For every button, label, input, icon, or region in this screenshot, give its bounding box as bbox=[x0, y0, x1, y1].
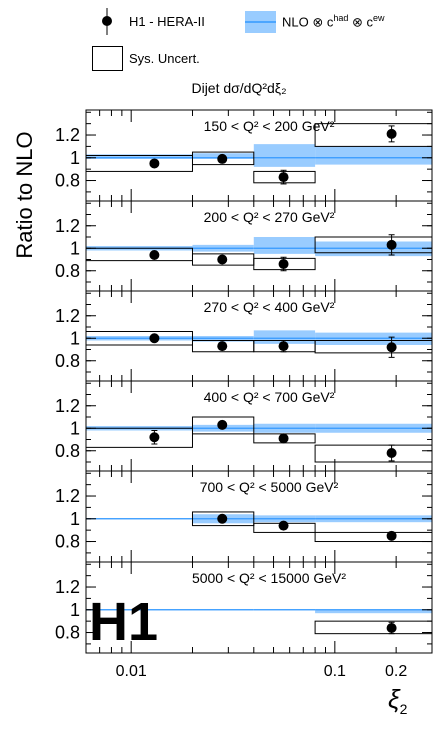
y-tick-label: 0.8 bbox=[55, 441, 80, 461]
y-tick-label: 0.8 bbox=[55, 351, 80, 371]
legend-nlo-sup-had: had bbox=[333, 13, 349, 23]
data-point bbox=[386, 342, 397, 353]
y-tick-label: 1 bbox=[70, 238, 80, 258]
legend-nlo-label: NLO ⊗ chad ⊗ cew bbox=[282, 13, 385, 30]
legend: H1 - HERA-II NLO ⊗ chad ⊗ cew Sys. Uncer… bbox=[0, 0, 438, 78]
data-point bbox=[386, 530, 397, 541]
data-point bbox=[278, 172, 289, 183]
data-point bbox=[278, 259, 289, 269]
y-tick-label: 0.8 bbox=[55, 532, 80, 552]
panel-frame bbox=[85, 561, 433, 654]
x-tick-label: 0.2 bbox=[385, 663, 407, 680]
data-point bbox=[149, 432, 160, 443]
y-tick-label: 0.8 bbox=[55, 261, 80, 281]
sys-uncert-box bbox=[191, 416, 255, 435]
y-tick-label: 1.2 bbox=[55, 125, 80, 145]
data-point bbox=[278, 341, 289, 352]
y-tick-label: 1.2 bbox=[55, 486, 80, 506]
data-point bbox=[278, 520, 289, 531]
nlo-band bbox=[86, 154, 193, 159]
legend-nlo-text: NLO ⊗ c bbox=[282, 14, 334, 30]
y-tick-label: 1.2 bbox=[55, 396, 80, 416]
legend-nlo-sup-ew: ew bbox=[373, 13, 385, 23]
sys-uncert-box bbox=[314, 531, 433, 543]
y-tick-label: 1.2 bbox=[55, 216, 80, 236]
panel-title: 270 < Q² < 400 GeV² bbox=[204, 299, 335, 315]
sys-uncert-box bbox=[314, 620, 433, 635]
panel-title: 200 < Q² < 270 GeV² bbox=[204, 209, 335, 225]
panel-title: 5000 < Q² < 15000 GeV² bbox=[192, 570, 346, 586]
data-point bbox=[149, 250, 160, 260]
y-tick-label: 1 bbox=[70, 509, 80, 529]
nlo-band bbox=[253, 237, 316, 254]
legend-sys-box bbox=[92, 46, 123, 71]
h1-logo: H1 bbox=[89, 592, 158, 652]
legend-data-label: H1 - HERA-II bbox=[129, 14, 205, 29]
data-point bbox=[217, 419, 228, 430]
data-point bbox=[149, 158, 160, 169]
panel-title: 700 < Q² < 5000 GeV² bbox=[200, 479, 339, 495]
sys-uncert-box bbox=[314, 444, 433, 463]
x-tick-label: 0.01 bbox=[116, 663, 147, 680]
legend-sys-label: Sys. Uncert. bbox=[129, 51, 200, 66]
y-tick-label: 1.2 bbox=[55, 306, 80, 326]
y-tick-label: 1 bbox=[70, 328, 80, 348]
legend-nlo-text-2: ⊗ c bbox=[348, 14, 374, 30]
y-tick-label: 1 bbox=[70, 148, 80, 168]
sys-uncert-box bbox=[85, 427, 193, 448]
data-point bbox=[149, 333, 160, 344]
chart-subtitle: Dijet dσ/dQ²dξ₂ bbox=[191, 80, 287, 96]
nlo-band bbox=[253, 144, 316, 167]
data-point bbox=[386, 239, 397, 250]
data-point bbox=[217, 341, 228, 352]
legend-graphics bbox=[92, 8, 276, 71]
panel-title: 400 < Q² < 700 GeV² bbox=[204, 389, 335, 405]
x-tick-label: 0.1 bbox=[324, 663, 346, 680]
sys-uncert-box bbox=[191, 151, 255, 166]
y-tick-label: 1 bbox=[70, 418, 80, 438]
nlo-band bbox=[315, 146, 432, 165]
y-tick-label: 0.8 bbox=[55, 623, 80, 643]
sys-uncert-box bbox=[253, 170, 316, 184]
sys-uncert-box bbox=[253, 257, 316, 271]
data-point bbox=[278, 433, 289, 444]
y-tick-label: 1 bbox=[70, 600, 80, 620]
y-tick-label: 0.8 bbox=[55, 171, 80, 191]
data-point bbox=[217, 153, 228, 164]
data-point bbox=[386, 128, 397, 139]
data-point bbox=[386, 448, 397, 458]
legend-data-marker bbox=[102, 16, 112, 26]
data-point bbox=[386, 622, 397, 633]
nlo-band bbox=[315, 609, 432, 614]
y-tick-label: 1.2 bbox=[55, 577, 80, 597]
data-point bbox=[217, 513, 228, 524]
x-axis-label: ξ2 bbox=[388, 684, 408, 718]
data-point bbox=[217, 254, 228, 265]
sys-uncert-box bbox=[191, 511, 255, 527]
panel-title: 150 < Q² < 200 GeV² bbox=[204, 118, 335, 134]
